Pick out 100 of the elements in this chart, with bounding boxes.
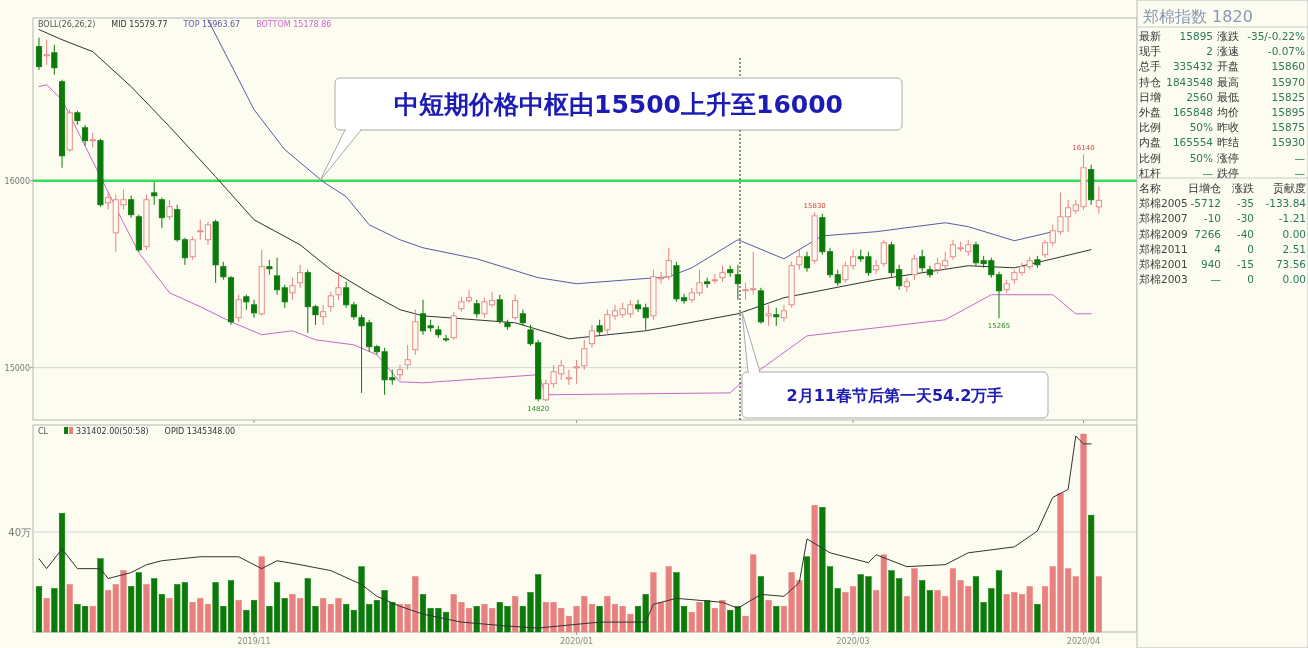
text: 0.00 xyxy=(1282,227,1306,240)
bar xyxy=(166,598,173,633)
text: 总手 xyxy=(1138,60,1161,73)
text: 外盘 xyxy=(1139,106,1161,118)
text: 郑棉2007 xyxy=(1139,212,1188,225)
text: 73.56 xyxy=(1275,258,1307,270)
x-tick-label: 2020/01 xyxy=(559,637,594,646)
text: 日增 xyxy=(1139,90,1161,103)
text: 2 xyxy=(1206,45,1213,58)
text: 335432 xyxy=(1172,60,1213,73)
annotation: 中短期价格中枢由15500上升至16000 xyxy=(394,90,843,119)
text: 现手 xyxy=(1139,45,1161,58)
text: -40 xyxy=(1236,227,1254,240)
bar xyxy=(512,596,519,633)
text: MID 15579.77 xyxy=(111,20,168,29)
text: 165554 xyxy=(1172,136,1214,149)
text: 50% xyxy=(1189,151,1214,164)
bar xyxy=(35,586,43,633)
bar xyxy=(803,556,811,633)
text: 15895 xyxy=(1179,30,1213,42)
text: 郑棉2009 xyxy=(1139,227,1188,240)
text: -5712 xyxy=(1190,197,1221,210)
bar xyxy=(258,556,265,633)
text: 15895 xyxy=(1271,106,1305,118)
text: 贡献度 xyxy=(1273,182,1306,195)
bar xyxy=(1095,576,1102,633)
text: 50% xyxy=(1189,121,1214,134)
text: 4 xyxy=(1214,242,1222,255)
bar xyxy=(43,598,50,633)
text: 日增仓 xyxy=(1188,182,1221,194)
bar xyxy=(1088,514,1095,633)
bar xyxy=(1034,604,1041,633)
x-tick-label: 2020/03 xyxy=(836,637,870,646)
bar xyxy=(773,606,780,633)
text: -133.84 xyxy=(1265,197,1307,210)
text: 最高 xyxy=(1217,75,1239,88)
legend-title: BOLL(26,26,2) xyxy=(38,20,96,29)
bar xyxy=(757,576,764,633)
text: 15825 xyxy=(1271,90,1305,103)
text: 涨跌 xyxy=(1232,182,1254,194)
text: 比例 xyxy=(1139,151,1161,164)
bar xyxy=(66,584,73,633)
x-tick-label: 2020/04 xyxy=(1066,637,1101,646)
text: 最低 xyxy=(1217,90,1239,103)
bar xyxy=(811,505,818,633)
callout: 中短期价格中枢由15500上升至16000 xyxy=(319,77,903,182)
bar xyxy=(596,606,603,633)
bar xyxy=(89,606,96,633)
text: BOTTOM 15178.86 xyxy=(256,20,332,29)
text: 0 xyxy=(1247,242,1254,255)
text: 郑棉2003 xyxy=(1139,273,1188,286)
text: 最新 xyxy=(1139,30,1161,42)
text: — xyxy=(1202,166,1213,179)
text: 2.51 xyxy=(1282,242,1306,255)
ref-line-label: 40万 xyxy=(8,527,31,539)
text: 郑棉2005 xyxy=(1139,197,1188,210)
text: 0 xyxy=(1247,273,1254,286)
bar xyxy=(97,558,104,633)
text: — xyxy=(1210,273,1221,286)
text: 昨收 xyxy=(1217,121,1239,134)
text: 郑棉指数 1820 xyxy=(1143,7,1253,26)
text: 名称 xyxy=(1139,182,1161,194)
text: -35/-0.22% xyxy=(1247,30,1306,42)
text: 比例 xyxy=(1139,121,1161,134)
text: — xyxy=(1294,166,1305,179)
bar xyxy=(235,600,242,633)
text: 1843548 xyxy=(1166,75,1213,88)
text: -10 xyxy=(1203,212,1221,225)
legend-label: 331402.00(50:58) xyxy=(76,427,149,436)
text: 均价 xyxy=(1216,106,1239,118)
annotation: 2月11春节后第一天54.2万手 xyxy=(786,385,1004,405)
text: -0.07% xyxy=(1267,45,1306,58)
text: 涨停 xyxy=(1217,151,1239,164)
text: 940 xyxy=(1200,258,1221,270)
legend-title: CL xyxy=(38,427,49,436)
text: 昨结 xyxy=(1217,136,1239,149)
text: 持仓 xyxy=(1139,75,1161,88)
text: -15 xyxy=(1236,258,1254,270)
text: 内盘 xyxy=(1139,136,1161,149)
text: 165848 xyxy=(1172,106,1213,118)
text: 开盘 xyxy=(1217,60,1239,73)
text: 15930 xyxy=(1271,136,1305,149)
text: — xyxy=(1294,151,1305,164)
bar xyxy=(143,584,150,633)
x-tick-label: 2019/11 xyxy=(237,637,271,646)
y-tick-label: 15000 xyxy=(4,363,30,373)
text: 涨速 xyxy=(1217,45,1239,58)
bar xyxy=(765,600,772,633)
text: 跌停 xyxy=(1217,166,1239,179)
bar xyxy=(473,606,480,633)
text: 杠杆 xyxy=(1138,166,1161,179)
bar xyxy=(704,600,711,633)
text: 15860 xyxy=(1271,60,1305,73)
text: OPID 1345348.00 xyxy=(164,427,236,436)
text: 15970 xyxy=(1271,75,1305,88)
text: -35 xyxy=(1236,197,1254,210)
y-tick-label: 16000 xyxy=(4,176,30,186)
text: -1.21 xyxy=(1278,212,1306,225)
text: -30 xyxy=(1236,212,1254,225)
text: 0.00 xyxy=(1282,273,1306,286)
